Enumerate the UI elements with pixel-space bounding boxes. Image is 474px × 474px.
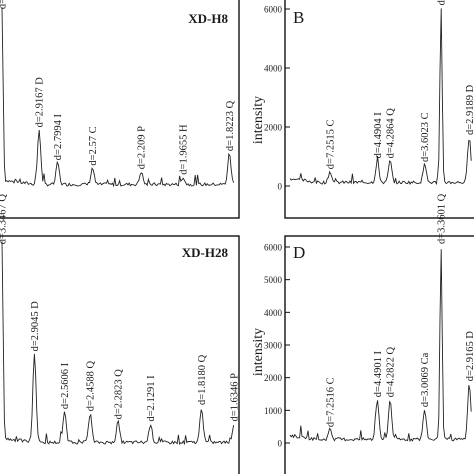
peak-label: d=3.3601 Q bbox=[437, 193, 448, 244]
peak-label: d=1.8180 Q bbox=[197, 354, 208, 405]
y-tick-label: 3000 bbox=[264, 341, 283, 351]
y-tick-label: 0 bbox=[278, 182, 283, 192]
panel-frame bbox=[0, 235, 240, 474]
peak-label: d=7.2516 C bbox=[326, 377, 337, 427]
panel-sample-label: XD-H28 bbox=[182, 245, 229, 260]
peak-label: d=2.4588 Q bbox=[86, 361, 97, 412]
panel-letter: B bbox=[293, 8, 304, 27]
peak-label: d=1.9655 H bbox=[179, 124, 190, 175]
panel-letter: D bbox=[293, 243, 305, 262]
peak-label: d=2.9165 D bbox=[465, 331, 474, 382]
peak-label: d=4.4904 I bbox=[373, 112, 384, 159]
panel-sample-label: XD-H8 bbox=[188, 11, 228, 26]
peak-label: d=3.3467 Q bbox=[0, 194, 9, 245]
panel-frame bbox=[284, 0, 474, 219]
panel-xd-h8: XD-H8 d=1.3603 Q d=2.9167 D d=2.7994 I d=2.… bbox=[0, 0, 240, 219]
peak-label: d=4.4901 I bbox=[373, 351, 384, 398]
spectrum-line bbox=[289, 249, 472, 443]
peak-label: d=3.0069 Ca bbox=[420, 352, 431, 407]
y-tick-label: 1000 bbox=[264, 406, 283, 416]
peak-label: d=2.7994 I bbox=[53, 114, 64, 161]
peak-label: d=3.6023 C bbox=[420, 112, 431, 162]
peak-label: d=2.2823 Q bbox=[114, 369, 125, 420]
peak-label: d=3.3604 Q bbox=[437, 0, 448, 5]
y-tick-label: 4000 bbox=[264, 308, 283, 318]
y-tick-label: 0 bbox=[278, 439, 283, 449]
peak-label: d=2.57 C bbox=[88, 126, 99, 165]
y-tick-label: 6000 bbox=[264, 243, 283, 253]
peak-label: d=7.2515 C bbox=[326, 120, 337, 170]
spectrum-line bbox=[289, 8, 472, 186]
panel-xd-h28: XD-H28 d=3.3467 Q d=2.9045 D d=2.5606 I d=2… bbox=[0, 194, 241, 474]
y-axis-label: intensity bbox=[251, 96, 266, 144]
y-tick-label: 2000 bbox=[264, 123, 283, 133]
y-tick-label: 2000 bbox=[264, 373, 283, 383]
y-tick-label: 4000 bbox=[264, 64, 283, 74]
peak-label: d=2.9189 D bbox=[465, 84, 474, 135]
peak-label: d=2.1291 I bbox=[146, 375, 157, 422]
peak-label: d=2.9167 D bbox=[35, 77, 46, 128]
peak-label: d=2.209 P bbox=[137, 126, 148, 169]
spectrum-line bbox=[1, 241, 235, 446]
peak-label: d=4.2822 Q bbox=[386, 347, 397, 398]
y-axis-label: intensity bbox=[251, 328, 266, 376]
peak-label: d=2.9045 D bbox=[30, 301, 41, 352]
peak-label: d=4.2864 Q bbox=[386, 108, 397, 159]
peak-label: d=1.6346 P bbox=[230, 373, 241, 422]
peak-label: d=1.3603 Q bbox=[0, 0, 9, 9]
panel-frame bbox=[284, 235, 474, 474]
y-tick-label: 6000 bbox=[264, 5, 283, 15]
panel-frame bbox=[0, 0, 240, 219]
y-tick-label: 5000 bbox=[264, 275, 283, 285]
spectrum-line bbox=[1, 7, 235, 188]
peak-label: d=1.8223 Q bbox=[225, 100, 236, 151]
peak-label: d=2.5606 I bbox=[60, 362, 71, 409]
